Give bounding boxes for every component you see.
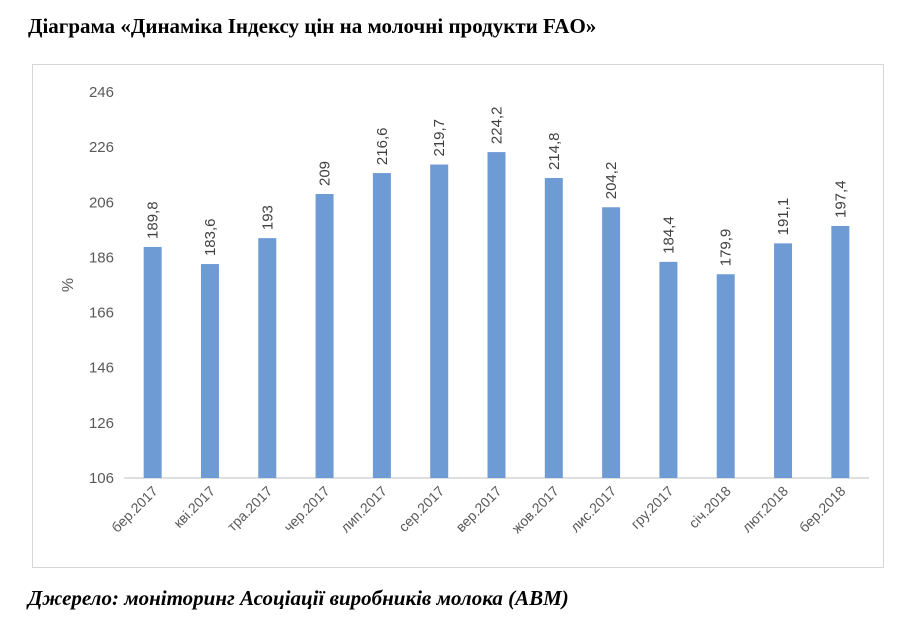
data-label: 193 [259,205,276,230]
y-axis-ticks: 106 126 146 166 186 206 226 246 [89,84,114,487]
x-axis-labels: бер.2017 кві.2017 тра.2017 чер.2017 лип.2017… [108,483,849,537]
bar [258,238,277,478]
x-tick-label: кві.2017 [170,483,218,531]
x-tick-label: лип.2017 [337,483,390,536]
data-label: 191,1 [775,198,792,236]
data-label: 184,4 [660,216,677,254]
data-label: 214,8 [546,132,563,170]
x-tick-label: вер.2017 [452,483,504,535]
bar [200,264,219,478]
y-tick-label: 206 [89,194,114,211]
y-tick-label: 226 [89,139,114,156]
data-label: 189,8 [145,201,162,239]
data-label: 224,2 [489,107,506,145]
page-title: Діаграма «Динаміка Індексу цін на молочн… [28,14,597,38]
bar-chart: 106 126 146 166 186 206 226 246 189,8 183,6 193 20… [60,84,869,537]
y-tick-label: 246 [89,84,114,101]
bar [544,178,563,478]
data-label: 219,7 [431,119,448,157]
value-labels: 189,8 183,6 193 209 216,6 219,7 224,2 214,8 204,… [145,107,850,267]
bar [487,152,506,478]
x-tick-label: бер.2018 [796,483,849,536]
x-tick-label: чер.2017 [280,483,332,535]
bar [659,261,678,478]
data-label: 183,6 [202,218,219,256]
bar [143,246,162,478]
data-label: 216,6 [374,128,391,166]
bar [831,225,850,478]
data-label: 197,4 [832,180,849,218]
x-tick-label: тра.2017 [224,483,276,535]
data-label: 209 [317,161,334,186]
bar [430,164,449,478]
data-label: 179,9 [718,229,735,267]
x-tick-label: лют.2018 [739,483,792,536]
source-note: Джерело: моніторинг Асоціації виробників… [28,586,569,610]
chart-frame: 106 126 146 166 186 206 226 246 189,8 183,6 193 20… [32,64,884,568]
y-tick-label: 106 [89,470,114,487]
y-axis-label: % [60,278,77,292]
x-tick-label: гру.2017 [627,483,676,532]
bars [143,152,850,478]
x-tick-label: січ.2018 [685,483,734,532]
data-label: 204,2 [603,162,620,200]
bar [372,173,391,478]
x-tick-label: бер.2017 [108,483,161,536]
bar [602,207,621,478]
bar [774,243,793,478]
y-tick-label: 146 [89,360,114,377]
x-tick-label: жов.2017 [508,483,562,537]
y-tick-label: 166 [89,305,114,322]
x-tick-label: сер.2017 [395,483,447,535]
y-tick-label: 126 [89,415,114,432]
bar [315,194,334,478]
y-tick-label: 186 [89,249,114,266]
x-tick-label: лис.2017 [567,483,619,535]
bar [716,274,735,478]
